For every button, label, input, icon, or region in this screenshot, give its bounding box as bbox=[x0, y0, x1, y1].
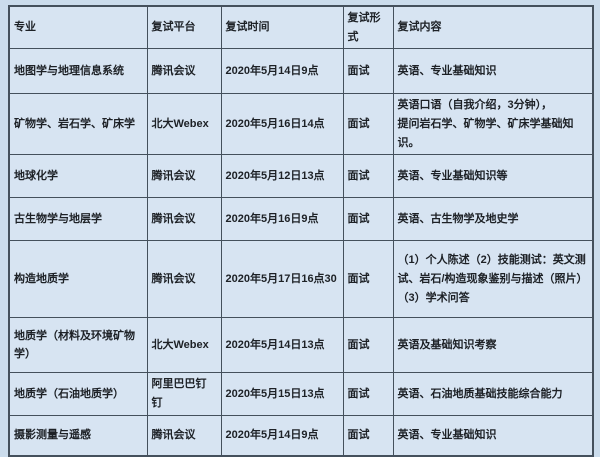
cell-content: 英语、石油地质基础技能综合能力 bbox=[392, 372, 594, 416]
column-header-format: 复试形式 bbox=[342, 5, 394, 50]
cell-major: 构造地质学 bbox=[8, 240, 148, 319]
table-row: 地质学（石油地质学） 阿里巴巴钉钉 2020年5月15日13点 面试 英语、石油地质基础… bbox=[8, 372, 594, 416]
table-body: 地图学与地理信息系统 腾讯会议 2020年5月14日9点 面试 英语、专业基础知识 矿物学… bbox=[8, 48, 594, 457]
cell-major: 地球化学 bbox=[8, 154, 148, 199]
review-schedule-table: 专业 复试平台 复试时间 复试形式 复试内容 地图学与地理信息系统 腾讯会议 2020年5月… bbox=[8, 5, 594, 457]
cell-platform: 腾讯会议 bbox=[146, 154, 222, 199]
column-header-platform: 复试平台 bbox=[146, 5, 222, 50]
cell-major: 古生物学与地层学 bbox=[8, 197, 148, 242]
table-row: 地图学与地理信息系统 腾讯会议 2020年5月14日9点 面试 英语、专业基础知识 bbox=[8, 48, 594, 95]
cell-major: 摄影测量与遥感 bbox=[8, 414, 148, 457]
cell-platform: 北大Webex bbox=[146, 317, 222, 374]
cell-content: 英语口语（自我介绍，3分钟）， 提问岩石学、矿物学、矿床学基础知识。 bbox=[392, 93, 594, 156]
cell-format: 面试 bbox=[342, 154, 394, 199]
cell-time: 2020年5月14日9点 bbox=[220, 414, 344, 457]
cell-content: 英语及基础知识考察 bbox=[392, 317, 594, 374]
cell-major: 地质学（石油地质学） bbox=[8, 372, 148, 416]
cell-time: 2020年5月14日13点 bbox=[220, 317, 344, 374]
cell-platform: 腾讯会议 bbox=[146, 197, 222, 242]
cell-platform: 腾讯会议 bbox=[146, 414, 222, 457]
cell-platform: 阿里巴巴钉钉 bbox=[146, 372, 222, 416]
cell-platform: 腾讯会议 bbox=[146, 240, 222, 319]
cell-time: 2020年5月16日9点 bbox=[220, 197, 344, 242]
table-row: 地球化学 腾讯会议 2020年5月12日13点 面试 英语、专业基础知识等 bbox=[8, 154, 594, 199]
cell-format: 面试 bbox=[342, 317, 394, 374]
cell-format: 面试 bbox=[342, 48, 394, 95]
table-row: 摄影测量与遥感 腾讯会议 2020年5月14日9点 面试 英语、专业基础知识 bbox=[8, 414, 594, 457]
column-header-major: 专业 bbox=[8, 5, 148, 50]
cell-format: 面试 bbox=[342, 240, 394, 319]
cell-major: 地质学（材料及环境矿物学） bbox=[8, 317, 148, 374]
header-row: 专业 复试平台 复试时间 复试形式 复试内容 bbox=[8, 5, 594, 50]
table-row: 古生物学与地层学 腾讯会议 2020年5月16日9点 面试 英语、古生物学及地史学 bbox=[8, 197, 594, 242]
cell-time: 2020年5月16日14点 bbox=[220, 93, 344, 156]
cell-major: 矿物学、岩石学、矿床学 bbox=[8, 93, 148, 156]
cell-time: 2020年5月17日16点30 bbox=[220, 240, 344, 319]
cell-platform: 腾讯会议 bbox=[146, 48, 222, 95]
cell-time: 2020年5月15日13点 bbox=[220, 372, 344, 416]
cell-platform: 北大Webex bbox=[146, 93, 222, 156]
table-row: 矿物学、岩石学、矿床学 北大Webex 2020年5月16日14点 面试 英语口语（自我… bbox=[8, 93, 594, 156]
column-header-content: 复试内容 bbox=[392, 5, 594, 50]
cell-time: 2020年5月14日9点 bbox=[220, 48, 344, 95]
cell-content: （1）个人陈述（2）技能测试：英文测试、岩石/构造现象鉴别与描述（照片）（3）学… bbox=[392, 240, 594, 319]
cell-content: 英语、专业基础知识 bbox=[392, 414, 594, 457]
table-row: 构造地质学 腾讯会议 2020年5月17日16点30 面试 （1）个人陈述（2）技能测试… bbox=[8, 240, 594, 319]
cell-time: 2020年5月12日13点 bbox=[220, 154, 344, 199]
cell-format: 面试 bbox=[342, 372, 394, 416]
table-row: 地质学（材料及环境矿物学） 北大Webex 2020年5月14日13点 面试 英语及基础… bbox=[8, 317, 594, 374]
cell-format: 面试 bbox=[342, 414, 394, 457]
cell-content: 英语、专业基础知识 bbox=[392, 48, 594, 95]
cell-content: 英语、专业基础知识等 bbox=[392, 154, 594, 199]
cell-format: 面试 bbox=[342, 197, 394, 242]
cell-format: 面试 bbox=[342, 93, 394, 156]
cell-major: 地图学与地理信息系统 bbox=[8, 48, 148, 95]
cell-content: 英语、古生物学及地史学 bbox=[392, 197, 594, 242]
column-header-time: 复试时间 bbox=[220, 5, 344, 50]
